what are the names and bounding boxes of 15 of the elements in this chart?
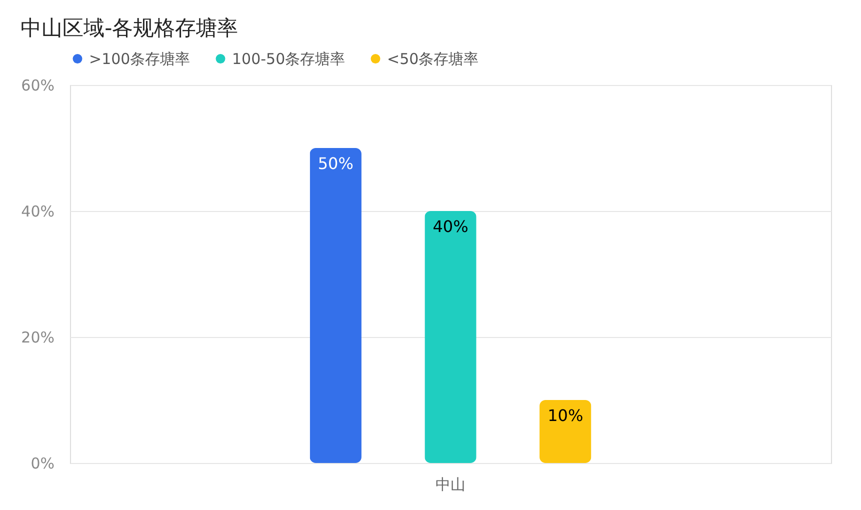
legend-label: <50条存塘率 [387, 50, 479, 68]
bar [540, 400, 592, 463]
bar [424, 211, 476, 463]
data-label: 40% [432, 217, 468, 236]
data-label: 10% [548, 406, 584, 425]
chart-title: 中山区域-各规格存塘率 [20, 16, 238, 40]
y-tick-label: 20% [21, 328, 54, 346]
y-tick-label: 0% [30, 454, 54, 472]
y-tick-label: 60% [21, 76, 54, 94]
x-tick-label: 中山 [436, 476, 466, 494]
legend-label: >100条存塘率 [89, 50, 190, 68]
bar [310, 148, 362, 463]
y-tick-label: 40% [21, 202, 54, 220]
data-label: 50% [318, 154, 354, 173]
legend-label: 100-50条存塘率 [232, 50, 346, 68]
